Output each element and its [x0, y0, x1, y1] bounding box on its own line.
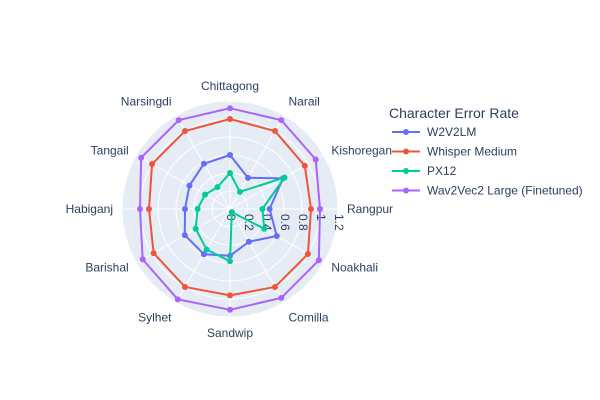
data-point	[272, 283, 278, 290]
data-point	[272, 128, 278, 135]
data-point	[317, 206, 323, 212]
data-point	[150, 250, 157, 257]
data-point	[281, 174, 288, 181]
data-point	[227, 152, 233, 158]
legend-marker	[403, 187, 409, 194]
data-point	[308, 206, 314, 212]
legend-label: PX12	[427, 164, 457, 178]
data-point	[236, 188, 243, 195]
data-point	[149, 161, 156, 167]
series-group	[137, 105, 323, 313]
legend-item[interactable]: W2V2LM	[392, 125, 476, 139]
data-point	[182, 128, 188, 135]
category-label: Comilla	[289, 310, 329, 324]
data-point	[200, 160, 207, 167]
data-point	[186, 182, 193, 189]
angular-gridline	[229, 154, 324, 210]
data-point	[278, 294, 285, 301]
category-label: Kishoregan	[331, 144, 392, 158]
data-point	[175, 117, 182, 124]
data-point	[202, 191, 209, 198]
category-label: Habiganj	[66, 202, 113, 216]
category-label: Tangail	[91, 144, 129, 158]
data-point	[181, 232, 188, 239]
legend-item[interactable]: Whisper Medium	[392, 145, 517, 159]
category-label: Narail	[289, 95, 320, 109]
data-point	[139, 256, 146, 263]
data-point	[192, 225, 199, 232]
data-point	[138, 154, 145, 161]
legend-marker	[403, 129, 409, 135]
data-point	[304, 251, 311, 257]
data-point	[194, 206, 201, 212]
data-point	[245, 174, 251, 181]
data-point	[227, 170, 233, 176]
angular-axis-labels: Rangpur Kishoregan Narail Chittagong Narsing…	[66, 79, 393, 340]
data-point	[278, 117, 285, 124]
data-point	[301, 162, 308, 169]
data-point	[200, 251, 207, 258]
data-point	[174, 296, 181, 303]
series-group	[192, 170, 288, 265]
data-point	[228, 209, 235, 216]
radial-tick-label: 0.6	[278, 214, 292, 231]
data-point	[273, 233, 280, 239]
data-point	[227, 292, 233, 299]
radial-tick-label: 0.8	[296, 214, 310, 231]
data-point	[315, 257, 322, 264]
category-label: Sylhet	[138, 310, 172, 324]
category-label: Narsingdi	[121, 95, 172, 109]
series-group	[146, 116, 314, 299]
legend-label: Whisper Medium	[427, 145, 517, 159]
data-point	[137, 206, 143, 212]
category-label: Rangpur	[347, 202, 393, 216]
data-point	[214, 184, 221, 191]
data-point	[182, 283, 188, 290]
data-point	[227, 105, 233, 112]
data-point	[227, 116, 233, 122]
category-label: Noakhali	[331, 261, 378, 275]
legend-title: Character Error Rate	[389, 105, 519, 121]
legend-label: W2V2LM	[427, 125, 476, 139]
data-point	[203, 246, 210, 253]
legend-item[interactable]: Wav2Vec2 Large (Finetuned)	[392, 184, 583, 198]
series-layer	[137, 105, 323, 313]
legend-marker	[403, 168, 409, 174]
legend-label: Wav2Vec2 Large (Finetuned)	[427, 184, 583, 198]
radial-tick-label: 1.2	[332, 214, 346, 231]
data-point	[312, 156, 319, 163]
category-label: Sandwip	[207, 326, 253, 340]
legend: Character Error Rate W2V2LM Whisper Mediu…	[389, 105, 583, 198]
series-group	[181, 152, 287, 259]
data-point	[182, 206, 188, 212]
data-point	[266, 206, 273, 212]
data-point	[146, 206, 152, 212]
category-label: Barishal	[85, 261, 128, 275]
data-point	[227, 306, 233, 313]
data-point	[259, 206, 266, 212]
radial-tick-label: 1	[314, 214, 328, 221]
legend-item[interactable]: PX12	[392, 164, 457, 178]
category-label: Chittagong	[201, 79, 259, 93]
legend-marker	[403, 148, 409, 155]
data-point	[245, 238, 252, 245]
data-point	[227, 258, 233, 265]
data-point	[261, 225, 268, 232]
